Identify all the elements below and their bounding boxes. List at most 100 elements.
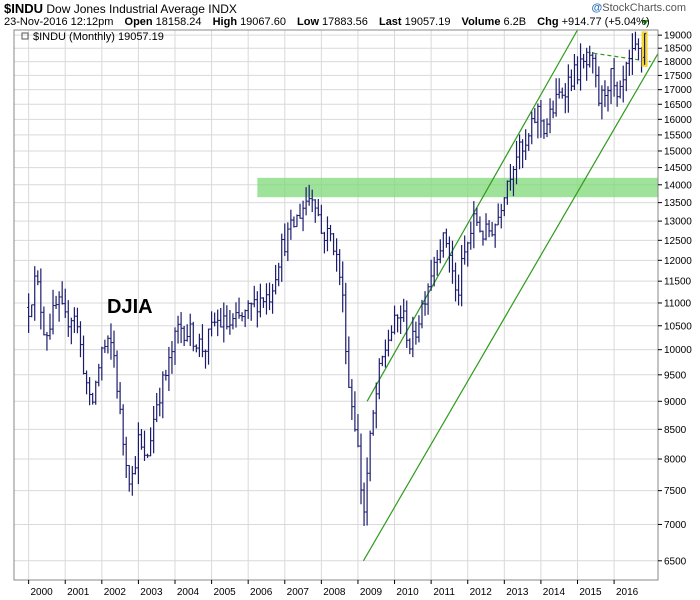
ohlc-bar (106, 335, 110, 354)
ohlc-bar (405, 300, 409, 348)
x-tick-label: 2005 (213, 587, 236, 598)
ohlc-bar (182, 325, 186, 347)
ohlc-bar (295, 214, 299, 228)
ohlc-bar (197, 333, 201, 358)
ohlc-bar (109, 323, 113, 360)
ohlc-bar (219, 307, 223, 328)
ohlc-bar (139, 429, 144, 450)
ohlc-bar (563, 83, 567, 114)
ohlc-bar (149, 427, 153, 457)
ohlc-bar (100, 346, 104, 381)
ohlc-bar (420, 299, 424, 329)
ohlc-bar (240, 312, 244, 322)
ohlc-bar (389, 325, 394, 342)
ohlc-bar (310, 189, 314, 213)
ohlc-bar (517, 134, 522, 170)
ohlc-bar (203, 349, 208, 369)
x-tick-label: 2003 (140, 587, 163, 598)
legend: $INDU (Monthly) 19057.19 (21, 31, 164, 43)
symbol: $INDU (4, 1, 44, 16)
ohlc-bar (578, 43, 583, 91)
price-bars (27, 31, 648, 526)
ohlc-bar (383, 339, 387, 368)
open-value: 18158.24 (155, 16, 202, 28)
open-label: Open (124, 16, 153, 28)
y-tick-label: 11000 (664, 298, 692, 309)
x-tick-label: 2008 (323, 587, 346, 598)
ohlc-bar (581, 53, 586, 69)
ohlc-bar (533, 108, 537, 124)
ohlc-bar (356, 414, 360, 448)
ohlc-bar (505, 180, 509, 205)
ohlc-bar (545, 118, 549, 138)
ohlc-bar (588, 45, 592, 68)
index-name: Dow Jones Industrial Average (46, 2, 205, 16)
ohlc-bar (362, 482, 366, 526)
ohlc-bar (600, 85, 604, 120)
ohlc-bar (209, 311, 214, 337)
ohlc-bar (368, 430, 372, 482)
ohlc-bar (618, 80, 622, 99)
y-tick-label: 8000 (664, 455, 687, 466)
ohlc-bar (231, 313, 235, 330)
x-tick-label: 2002 (104, 587, 127, 598)
ohlc-bar (289, 209, 293, 240)
quote-line: 23-Nov-2016 12:12pm Open 18158.24 High 190… (4, 16, 650, 28)
ohlc-bar (145, 453, 150, 458)
ohlc-bar (222, 302, 226, 343)
ohlc-bar (630, 33, 634, 75)
ohlc-bar (63, 288, 67, 319)
x-tick-label: 2016 (616, 587, 639, 598)
ohlc-bar (48, 313, 52, 340)
ohlc-bar (627, 49, 631, 76)
ohlc-bar (72, 307, 76, 334)
ohlc-bar (167, 346, 171, 392)
ohlc-bar (514, 140, 519, 185)
x-tick-label: 2004 (177, 587, 200, 598)
ohlc-bar (51, 289, 55, 335)
ohlc-bar (633, 31, 638, 51)
last-label: Last (378, 16, 402, 28)
ohlc-bar (438, 239, 442, 264)
plot-frame (13, 29, 659, 581)
x-tick-label: 2011 (433, 587, 455, 598)
ohlc-bar (539, 99, 543, 138)
ohlc-bar (423, 291, 427, 316)
ohlc-bar (60, 281, 64, 305)
ohlc-bar (286, 222, 290, 262)
y-tick-label: 17500 (664, 71, 692, 82)
ohlc-bar (39, 268, 43, 330)
ohlc-bar (133, 456, 137, 475)
volume-label: Volume (461, 16, 501, 28)
ohlc-bar (301, 200, 305, 232)
x-tick-label: 2000 (31, 587, 54, 598)
ohlc-bar (609, 68, 613, 105)
ohlc-bar (225, 305, 229, 330)
ohlc-bar (606, 86, 610, 112)
high-label: High (212, 16, 238, 28)
collapse-arrow-icon[interactable] (641, 20, 649, 25)
ohlc-bar (161, 371, 165, 419)
ohlc-bar (594, 54, 598, 88)
ohlc-bar (130, 465, 134, 496)
y-tick-label: 8500 (664, 425, 687, 436)
ohlc-bar (45, 331, 49, 351)
ohlc-bar (170, 341, 174, 374)
ohlc-bar (463, 235, 467, 265)
last-value: 19057.19 (404, 16, 451, 28)
ohlc-bar (621, 65, 625, 103)
y-tick-label: 14000 (664, 180, 692, 191)
ohlc-bar (377, 358, 381, 400)
y-tick-label: 7500 (664, 486, 687, 497)
y-tick-label: 12500 (664, 236, 692, 247)
ohlc-bar (270, 283, 275, 314)
ohlc-bar (441, 232, 445, 258)
ohlc-bar (484, 213, 488, 241)
ohlc-bar (374, 382, 378, 429)
y-tick-label: 12000 (664, 256, 692, 267)
ohlc-bar (179, 312, 183, 344)
ohlc-bar (536, 103, 540, 139)
ohlc-bar (234, 302, 238, 328)
y-tick-label: 6500 (664, 556, 687, 567)
ohlc-bar (94, 380, 98, 405)
